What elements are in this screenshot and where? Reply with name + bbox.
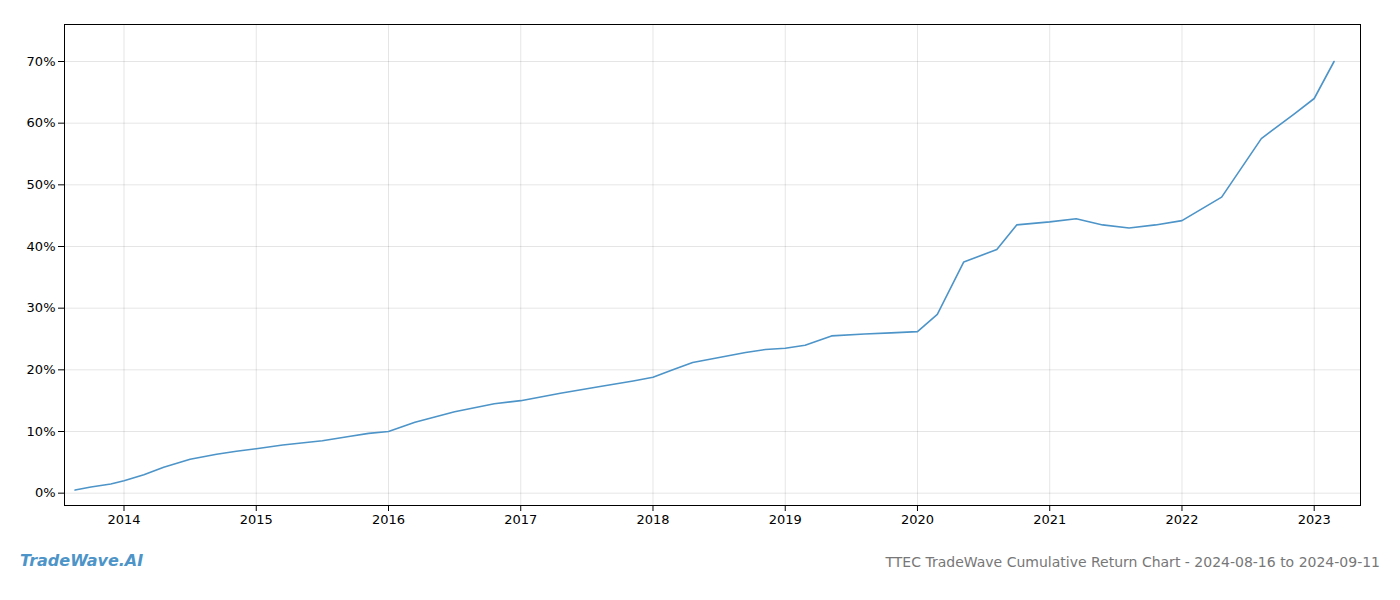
svg-text:2017: 2017 xyxy=(504,512,537,527)
svg-text:2020: 2020 xyxy=(901,512,934,527)
svg-text:2016: 2016 xyxy=(372,512,405,527)
svg-text:2019: 2019 xyxy=(769,512,802,527)
svg-text:40%: 40% xyxy=(27,239,56,254)
svg-text:10%: 10% xyxy=(27,424,56,439)
svg-text:30%: 30% xyxy=(27,300,56,315)
svg-text:2014: 2014 xyxy=(107,512,140,527)
svg-text:60%: 60% xyxy=(27,115,56,130)
svg-text:0%: 0% xyxy=(35,485,56,500)
svg-text:2021: 2021 xyxy=(1033,512,1066,527)
svg-text:2018: 2018 xyxy=(636,512,669,527)
html-text:TradeWave.AI: TradeWave.AI xyxy=(20,551,144,570)
svg-text:2023: 2023 xyxy=(1298,512,1331,527)
svg-text:70%: 70% xyxy=(27,54,56,69)
svg-text:50%: 50% xyxy=(27,177,56,192)
html-text:TTEC TradeWave Cumulative Retu: TTEC TradeWave Cumulative Return Chart -… xyxy=(885,554,1380,570)
svg-text:20%: 20% xyxy=(27,362,56,377)
svg-text:2015: 2015 xyxy=(240,512,273,527)
svg-text:2022: 2022 xyxy=(1165,512,1198,527)
